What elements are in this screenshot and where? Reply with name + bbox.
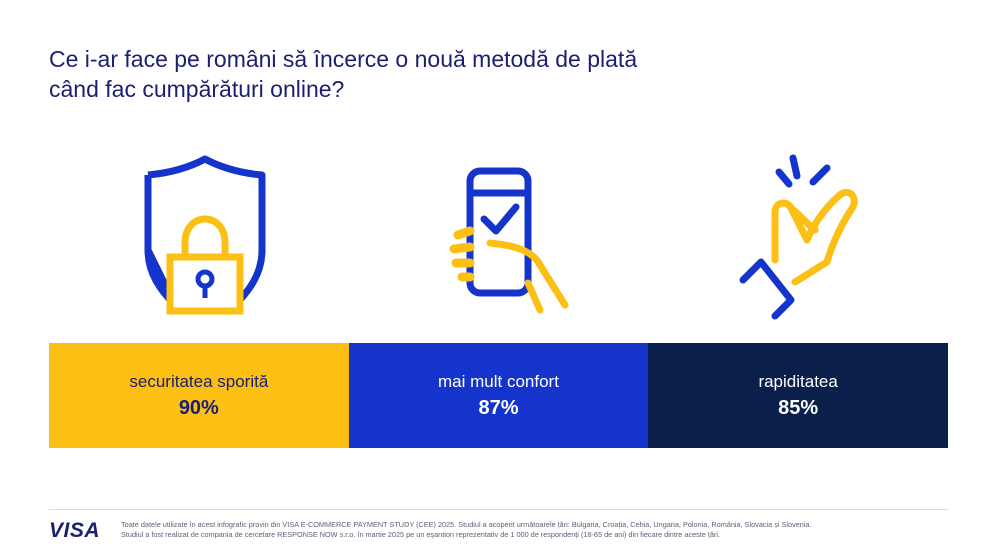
title-line-1: Ce i-ar face pe români să încerce o nouă… bbox=[49, 46, 638, 72]
reasons-bar: securitatea sporită 90% mai mult confort… bbox=[49, 343, 948, 448]
shield-lock-icon bbox=[140, 155, 270, 320]
finger-snap-icon bbox=[735, 150, 865, 320]
reason-label: securitatea sporită bbox=[129, 371, 269, 391]
reason-speed: rapiditatea 85% bbox=[648, 343, 948, 448]
reason-label: mai mult confort bbox=[438, 371, 559, 391]
reason-percent: 87% bbox=[478, 396, 519, 419]
page-title: Ce i-ar face pe români să încerce o nouă… bbox=[49, 44, 809, 104]
visa-logo: VISA bbox=[49, 519, 101, 542]
reason-security: securitatea sporită 90% bbox=[49, 343, 349, 448]
footnote-line-1: Toate datele utilizate în acest infograf… bbox=[121, 520, 812, 529]
reason-comfort: mai mult confort 87% bbox=[348, 343, 649, 448]
reason-percent: 85% bbox=[778, 396, 819, 419]
footer-divider bbox=[49, 509, 948, 510]
title-line-2: când fac cumpărături online? bbox=[49, 76, 345, 102]
footnote-line-2: Studiul a fost realizat de compania de c… bbox=[121, 530, 721, 539]
phone-check-icon bbox=[440, 165, 580, 315]
footnote: Toate datele utilizate în acest infograf… bbox=[121, 520, 951, 540]
reason-percent: 90% bbox=[178, 396, 219, 419]
reason-label: rapiditatea bbox=[758, 371, 838, 391]
